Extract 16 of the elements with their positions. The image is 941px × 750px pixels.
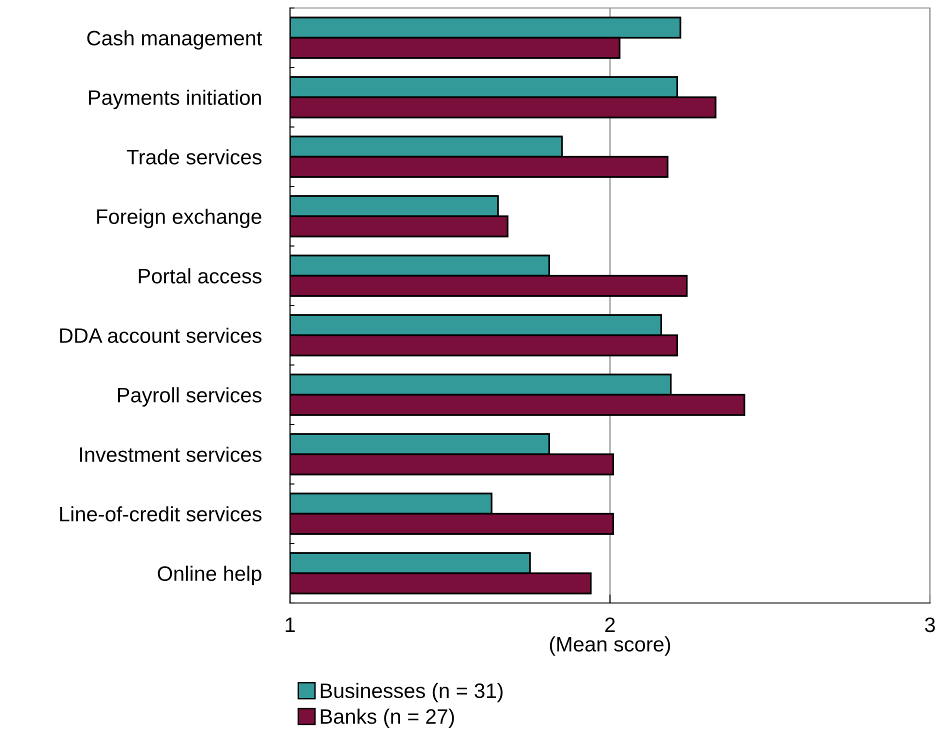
y-tick-label: Payroll services [118,387,262,407]
x-tick-label: 1 [286,618,295,632]
y-tick-label: Trade services [126,149,262,165]
legend-label: Banks (n = 27) [320,708,454,728]
y-tick-label: Portal access [138,268,262,284]
y-tick-label: Cash management [87,30,262,50]
y-tick-label: Payments initiation [89,90,261,110]
y-tick-label: Line-of-credit services [60,506,262,522]
y-tick-label: Online help [158,566,262,586]
x-axis-title: (Mean score) [550,636,670,656]
y-tick-label: DDA account services [60,328,262,344]
x-tick-label: 2 [605,617,615,632]
y-tick-label: Investment services [80,446,262,462]
y-tick-label: Foreign exchange [97,208,262,228]
x-tick-label: 3 [925,617,935,632]
legend-label: Businesses (n = 31) [320,682,503,702]
